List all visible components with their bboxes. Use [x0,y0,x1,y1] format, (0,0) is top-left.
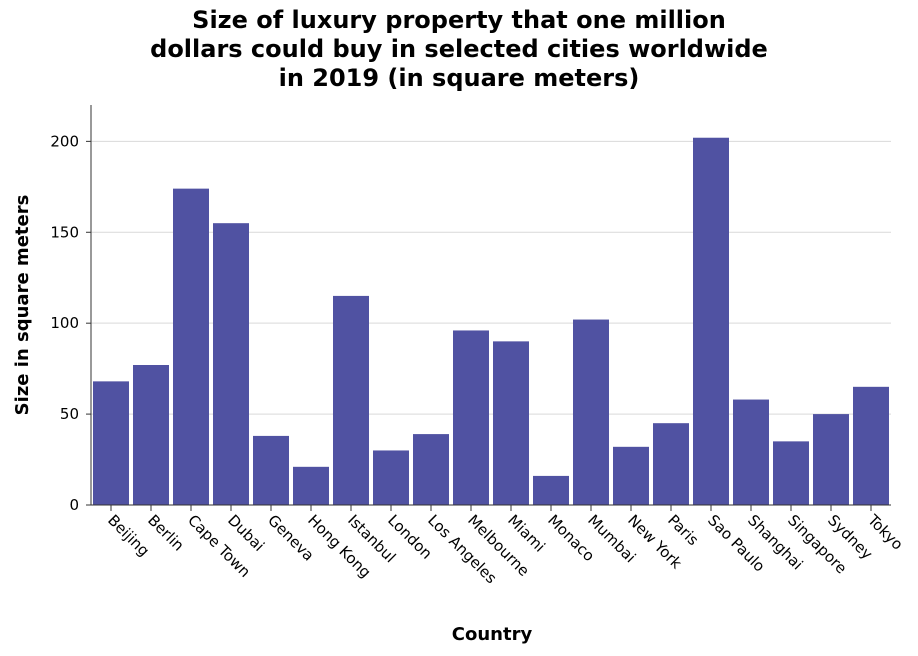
axes [90,105,891,506]
bar-dubai [213,223,249,505]
bar-sao-paulo [693,137,729,505]
x-axis-title: Country [452,624,533,645]
y-tick-label: 150 [50,223,79,241]
bar-singapore [773,441,809,505]
chart-title-line-1: Size of luxury property that one million [192,6,726,34]
bar-london [373,450,409,505]
bar-monaco [533,475,569,505]
bar-melbourne [453,330,489,505]
bar-new-york [613,446,649,505]
bar-tokyo [853,386,889,505]
bar-istanbul [333,295,369,505]
chart-title: Size of luxury property that one million… [0,6,918,93]
bar-geneva [253,435,289,505]
bar-shanghai [733,399,769,505]
y-tick-label: 200 [50,132,79,150]
x-tick-label: Beijing [104,511,153,560]
bar-hong-kong [293,466,329,505]
bars [93,137,889,506]
bar-sydney [813,414,849,505]
bar-miami [493,341,529,505]
y-axis-ticks: 0 50 100 150 200 [50,132,91,514]
plot-area [91,105,891,505]
bar-paris [653,423,689,505]
chart-title-line-3: in 2019 (in square meters) [278,64,640,92]
bar-mumbai [573,319,609,505]
y-axis-title: Size in square meters [12,195,33,416]
y-tick-label: 0 [69,496,79,514]
y-tick-label: 50 [60,405,79,423]
bar-beijing [93,381,129,505]
chart-title-line-2: dollars could buy in selected cities wor… [150,35,768,63]
bar-berlin [133,365,169,505]
y-tick-label: 100 [50,314,79,332]
bar-los-angeles [413,434,449,505]
grid-lines [91,105,891,505]
bar-cape-town [173,188,209,506]
